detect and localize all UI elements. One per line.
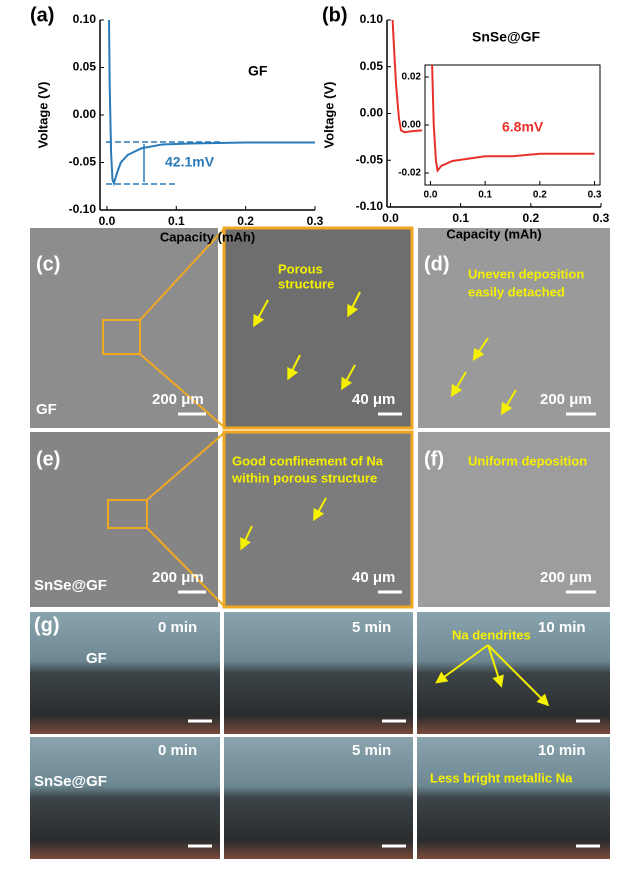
scale-text: 200 μm xyxy=(152,391,204,408)
y-tick-label: -0.10 xyxy=(69,202,97,216)
arrow xyxy=(253,299,269,328)
x-tick-label: 0.0 xyxy=(424,190,438,201)
annotation: GF xyxy=(248,63,268,79)
sem-image xyxy=(30,432,218,607)
note: easily detached xyxy=(468,284,565,299)
arrow xyxy=(347,291,361,318)
x-axis-label: Capacity (mAh) xyxy=(160,229,255,244)
arrow xyxy=(240,525,253,551)
note: Good confinement of Na xyxy=(232,453,384,468)
time-label: 10 min xyxy=(538,742,586,759)
x-tick-label: 0.0 xyxy=(382,211,399,225)
arrow xyxy=(450,371,467,398)
panel-label: (d) xyxy=(424,253,450,275)
sem-zoom xyxy=(222,226,414,430)
x-tick-label: 0.1 xyxy=(478,190,492,201)
y-tick-label: 0.00 xyxy=(402,120,422,131)
panel-label: (g) xyxy=(34,614,60,636)
y-tick-label: -0.02 xyxy=(398,168,421,179)
arrow xyxy=(435,644,489,684)
y-axis-label: Voltage (V) xyxy=(321,82,336,149)
note: Uneven deposition xyxy=(468,266,584,281)
scale-text: 40 μm xyxy=(352,391,395,408)
y-tick-label: 0.00 xyxy=(360,106,384,120)
y-tick-label: 0.02 xyxy=(402,72,422,83)
zoom-box xyxy=(102,319,141,355)
x-axis-label: Capacity (mAh) xyxy=(446,226,541,241)
time-label: 0 min xyxy=(158,742,197,759)
sem-image xyxy=(418,432,610,607)
note: structure xyxy=(278,276,334,291)
zoom-line xyxy=(139,228,225,321)
x-tick-label: 0.1 xyxy=(168,214,185,228)
annotation: SnSe@GF xyxy=(472,29,541,45)
y-axis-label: Voltage (V) xyxy=(35,82,50,149)
x-tick-label: 0.1 xyxy=(452,211,469,225)
note: Porous xyxy=(278,261,323,276)
x-tick-label: 0.3 xyxy=(307,214,324,228)
panel-label: (b) xyxy=(322,4,348,26)
sample-label: GF xyxy=(86,650,107,667)
scale-text: 40 μm xyxy=(352,569,395,586)
note: Uniform deposition xyxy=(468,453,587,468)
zoom-line xyxy=(146,432,225,501)
y-tick-label: 0.05 xyxy=(73,60,97,74)
annotation: 42.1mV xyxy=(165,154,215,170)
arrow xyxy=(287,354,301,381)
plot-frame xyxy=(424,64,601,186)
annotation: 6.8mV xyxy=(502,119,544,135)
panel-label: (f) xyxy=(424,448,444,470)
x-tick-label: 0.3 xyxy=(593,211,610,225)
photo xyxy=(30,612,220,734)
x-tick-label: 0.2 xyxy=(522,211,539,225)
scale-text: 200 μm xyxy=(540,391,592,408)
photo xyxy=(224,612,413,734)
panel-label: (c) xyxy=(36,253,60,275)
zoom-line xyxy=(139,353,225,428)
data-line xyxy=(431,64,595,173)
note: Na dendrites xyxy=(452,627,531,642)
data-line xyxy=(108,19,315,187)
note: within porous structure xyxy=(231,470,377,485)
arrow xyxy=(500,389,517,416)
photo xyxy=(224,737,413,859)
scale-text: 200 μm xyxy=(152,569,204,586)
arrow xyxy=(487,644,550,707)
x-tick-label: 0.2 xyxy=(237,214,254,228)
sample-label: SnSe@GF xyxy=(34,773,107,790)
sample-label: GF xyxy=(36,401,57,418)
time-label: 5 min xyxy=(352,619,391,636)
x-tick-label: 0.2 xyxy=(533,190,547,201)
panel-label: (a) xyxy=(30,4,54,26)
x-tick-label: 0.3 xyxy=(588,190,602,201)
zoom-line xyxy=(146,527,225,607)
sample-label: SnSe@GF xyxy=(34,577,107,594)
zoom-box xyxy=(107,499,148,529)
y-tick-label: -0.05 xyxy=(356,152,384,166)
y-tick-label: -0.05 xyxy=(69,155,97,169)
time-label: 5 min xyxy=(352,742,391,759)
time-label: 0 min xyxy=(158,619,197,636)
arrow xyxy=(341,364,356,391)
arrow xyxy=(487,644,504,688)
data-line xyxy=(391,19,423,134)
scale-text: 200 μm xyxy=(540,569,592,586)
note: Less bright metallic Na xyxy=(430,770,573,785)
panel-label: (e) xyxy=(36,448,60,470)
y-tick-label: 0.10 xyxy=(360,12,384,26)
y-tick-label: 0.05 xyxy=(360,59,384,73)
photo xyxy=(30,737,220,859)
y-tick-label: 0.10 xyxy=(73,12,97,26)
time-label: 10 min xyxy=(538,619,586,636)
photo xyxy=(417,737,610,859)
arrow xyxy=(313,497,327,522)
arrow xyxy=(472,337,489,361)
y-tick-label: -0.10 xyxy=(356,199,384,213)
x-tick-label: 0.0 xyxy=(99,214,116,228)
y-tick-label: 0.00 xyxy=(73,107,97,121)
